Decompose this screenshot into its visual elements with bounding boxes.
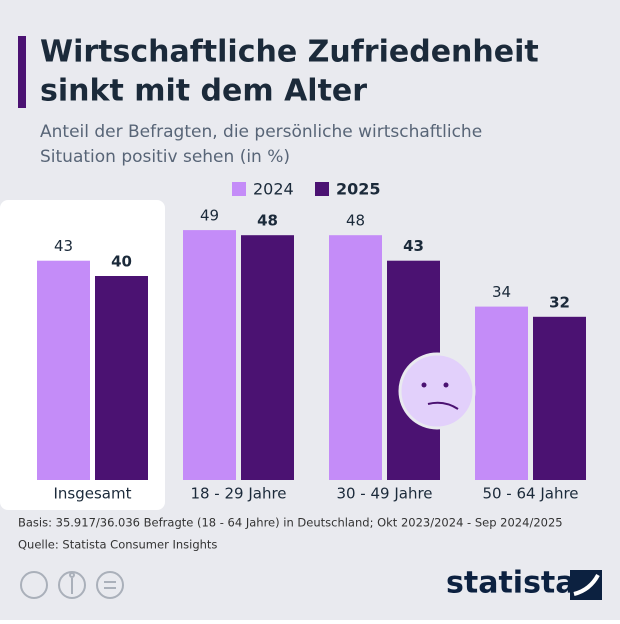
legend-swatch	[232, 182, 246, 196]
subtitle: Situation positiv sehen (in %)	[40, 147, 290, 167]
value-label: 32	[549, 293, 570, 311]
legend-label: 2024	[253, 180, 294, 199]
sad-face	[398, 352, 476, 430]
license-icons	[20, 571, 124, 599]
value-label: 43	[54, 237, 73, 255]
value-label: 48	[257, 212, 278, 230]
legend-swatch	[315, 182, 329, 196]
x-tick-label: Insgesamt	[54, 485, 132, 503]
bar	[241, 235, 294, 480]
value-label: 40	[111, 253, 132, 271]
value-label: 49	[200, 207, 219, 225]
source: Quelle: Statista Consumer Insights	[18, 538, 217, 552]
bar	[95, 276, 148, 480]
x-tick-label: 50 - 64 Jahre	[482, 485, 578, 503]
chart-title: sinkt mit dem Alter	[40, 74, 367, 109]
subtitle: Anteil der Befragten, die persönliche wi…	[40, 122, 482, 142]
x-tick-label: 30 - 49 Jahre	[336, 485, 432, 503]
bar	[475, 306, 528, 480]
value-label: 43	[403, 237, 424, 255]
footnote: Basis: 35.917/36.036 Befragte (18 - 64 J…	[18, 516, 563, 530]
x-tick-label: 18 - 29 Jahre	[190, 485, 286, 503]
value-label: 48	[346, 212, 365, 230]
chart-title: Wirtschaftliche Zufriedenheit	[40, 35, 539, 70]
bar	[533, 316, 586, 480]
title-accent	[18, 36, 26, 108]
value-label: 34	[492, 283, 511, 301]
brand-icon-mark	[573, 574, 600, 596]
brand-logo: statista	[446, 566, 576, 601]
legend-label: 2025	[336, 180, 381, 199]
bar	[37, 260, 90, 480]
bar	[329, 235, 382, 480]
bar	[183, 230, 236, 480]
